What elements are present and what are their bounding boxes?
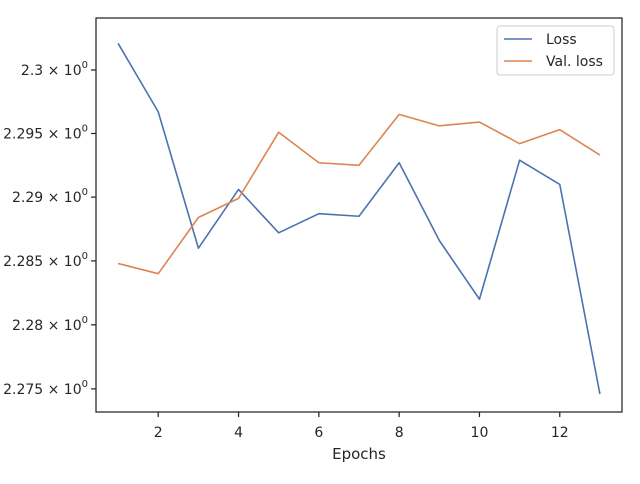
x-tick-label: 4 bbox=[234, 425, 243, 441]
y-tick-label: 2.295 × 100 bbox=[3, 123, 88, 142]
x-tick-label: 10 bbox=[471, 425, 489, 441]
x-tick-label: 8 bbox=[395, 425, 404, 441]
x-tick-label: 2 bbox=[154, 425, 163, 441]
y-tick-label: 2.28 × 100 bbox=[12, 315, 88, 334]
legend-label-0: Loss bbox=[546, 32, 577, 48]
y-tick-label: 2.285 × 100 bbox=[3, 251, 88, 270]
x-tick-label: 12 bbox=[551, 425, 569, 441]
legend: Loss Val. loss bbox=[497, 26, 614, 75]
y-tick-label: 2.29 × 100 bbox=[12, 187, 88, 206]
y-tick-label: 2.3 × 100 bbox=[21, 60, 88, 79]
legend-label-1: Val. loss bbox=[546, 54, 603, 70]
y-tick-label: 2.275 × 100 bbox=[3, 379, 88, 398]
x-tick-label: 6 bbox=[314, 425, 323, 441]
x-axis-label: Epochs bbox=[332, 445, 386, 463]
